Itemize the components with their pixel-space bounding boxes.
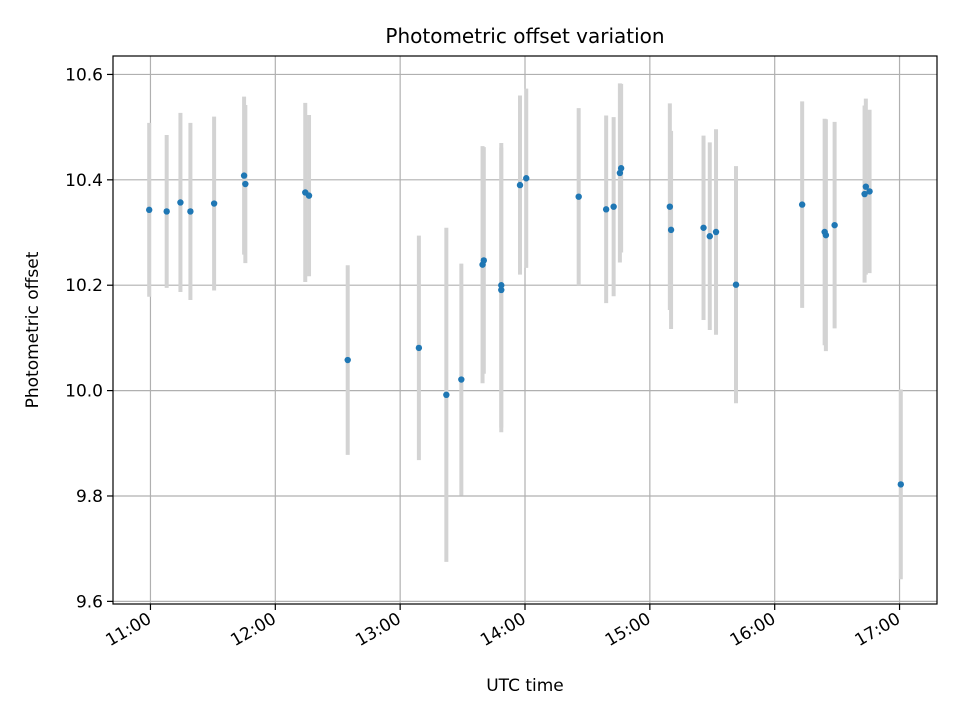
x-tick-label: 17:00 <box>852 609 904 651</box>
data-point <box>163 208 170 215</box>
data-point <box>240 172 248 179</box>
data-point <box>666 203 674 210</box>
data-point <box>177 199 184 206</box>
data-point <box>866 188 873 195</box>
data-point <box>798 201 806 208</box>
data-point <box>498 286 505 294</box>
x-tick-label: 13:00 <box>352 609 404 651</box>
data-point <box>523 175 530 182</box>
data-point <box>712 228 720 236</box>
data-point <box>732 281 740 288</box>
data-point <box>305 192 313 199</box>
data-point <box>516 181 524 189</box>
y-axis-ticks: 9.6 9.8 10.0 10.2 10.4 10.6 <box>65 65 113 612</box>
data-point <box>822 231 830 239</box>
x-tick-label: 11:00 <box>103 609 155 651</box>
y-tick-label: 10.2 <box>65 276 103 296</box>
y-tick-label: 10.0 <box>65 382 103 402</box>
data-point <box>602 206 610 213</box>
data-point <box>415 344 423 352</box>
data-point <box>344 356 351 364</box>
data-point <box>897 481 904 488</box>
y-axis-title: Photometric offset <box>23 251 43 408</box>
data-point <box>617 165 625 172</box>
data-point <box>443 391 450 399</box>
x-axis-title: UTC time <box>486 676 564 696</box>
data-point <box>575 193 582 200</box>
y-tick-label: 9.8 <box>76 487 103 507</box>
chart-title: Photometric offset variation <box>385 24 664 48</box>
data-point <box>498 282 505 289</box>
x-tick-label: 15:00 <box>602 609 654 651</box>
data-point <box>700 224 707 231</box>
data-point <box>861 190 868 198</box>
data-point <box>706 233 713 240</box>
grid-layer <box>113 56 937 604</box>
data-point <box>458 376 465 383</box>
data-point <box>667 226 675 234</box>
data-point <box>146 206 153 214</box>
point-layer <box>146 165 904 488</box>
x-tick-label: 12:00 <box>227 609 279 651</box>
data-point <box>210 200 218 207</box>
data-point <box>862 183 870 190</box>
y-tick-label: 9.6 <box>76 592 103 612</box>
data-point <box>831 221 838 229</box>
x-axis-ticks: 11:00 12:00 13:00 14:00 15:00 16:00 17:00 <box>103 604 904 651</box>
data-point <box>610 203 617 210</box>
data-point <box>480 257 487 264</box>
data-point <box>187 208 194 215</box>
x-tick-label: 14:00 <box>477 609 529 651</box>
x-tick-label: 16:00 <box>727 609 779 651</box>
y-tick-label: 10.4 <box>65 171 103 191</box>
data-point <box>242 180 249 188</box>
y-tick-label: 10.6 <box>65 65 103 85</box>
